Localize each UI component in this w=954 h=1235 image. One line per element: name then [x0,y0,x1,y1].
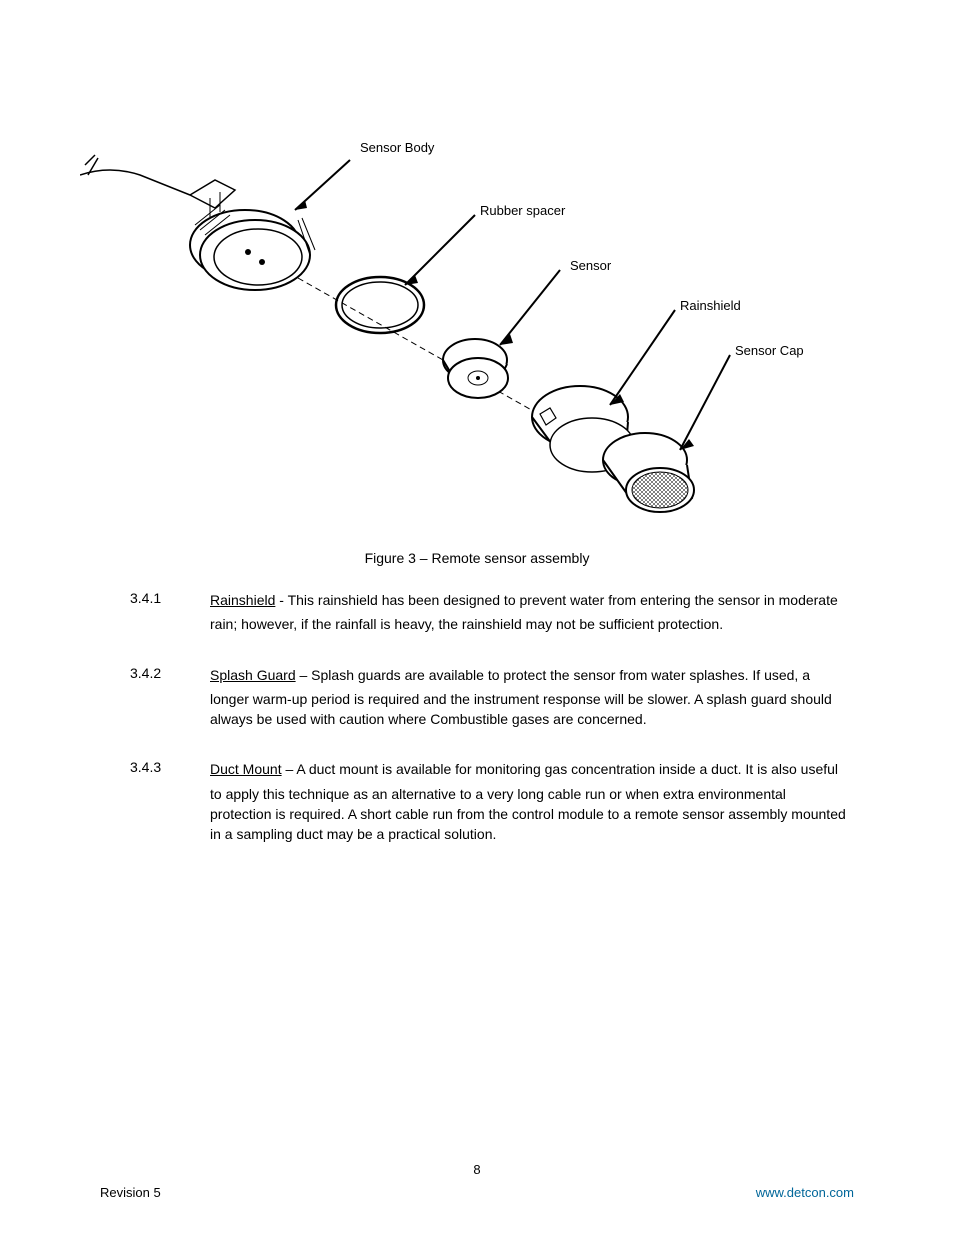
footer: Revision 5 www.detcon.com [100,1185,854,1200]
page-number: 8 [0,1162,954,1177]
section-num: 3.4.1 [130,590,210,606]
section-body: – A duct mount is available for monitori… [210,761,846,842]
section-body: – Splash guards are available to protect… [210,667,832,728]
section-body: - This rainshield has been designed to p… [210,592,838,632]
label-sensor-cap: Sensor Cap [735,343,804,358]
label-rubber-spacer: Rubber spacer [480,203,565,218]
section-num: 3.4.3 [130,759,210,775]
sensor-cap-part [603,433,694,512]
sections-container: 3.4.1 Rainshield - This rainshield has b… [130,590,850,875]
sensor-body-part [190,180,315,290]
label-rainshield: Rainshield [680,298,741,313]
section-heading: Splash Guard [210,665,296,685]
footer-url: www.detcon.com [756,1185,854,1200]
figure-caption: Figure 3 – Remote sensor assembly [0,550,954,566]
section-num: 3.4.2 [130,665,210,681]
section-heading: Duct Mount [210,759,282,779]
sensor-assembly-svg [80,150,800,550]
section-splash-guard: 3.4.2 Splash Guard – Splash guards are a… [130,665,850,730]
sensor-part [443,339,508,398]
section-heading: Rainshield [210,590,275,610]
label-sensor-body: Sensor Body [360,140,434,155]
footer-revision: Revision 5 [100,1185,161,1200]
label-sensor: Sensor [570,258,611,273]
section-rainshield: 3.4.1 Rainshield - This rainshield has b… [130,590,850,635]
exploded-view-diagram: Sensor Body Rubber spacer Sensor Rainshi… [80,150,800,550]
section-duct-mount: 3.4.3 Duct Mount – A duct mount is avail… [130,759,850,844]
